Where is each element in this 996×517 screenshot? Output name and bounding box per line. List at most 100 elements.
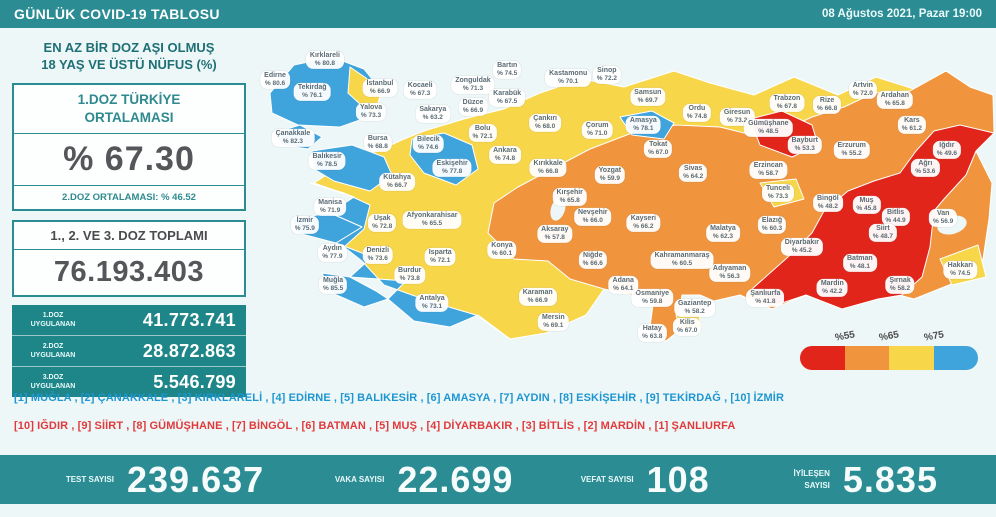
- province-label: Uşak% 72.8: [368, 213, 397, 233]
- dose3-row-value: 5.546.799: [153, 371, 236, 392]
- province-label: Samsun% 69.7: [630, 87, 666, 106]
- province-label: Çorum% 71.0: [581, 121, 613, 140]
- province-label: Nevşehir% 66.0: [573, 207, 612, 226]
- province-label: Karabük% 67.5: [489, 88, 526, 108]
- legend-threshold-labels: %55 %65 %75: [800, 329, 978, 346]
- province-label: Ordu% 74.8: [682, 103, 712, 123]
- dose2-row-label: 2.DOZ UYGULANAN: [30, 343, 76, 360]
- total-doses-box: 1., 2. VE 3. DOZ TOPLAMI 76.193.403: [12, 220, 246, 298]
- stat-iyilesen: İYİLEŞEN SAYISI 5.835: [774, 459, 938, 501]
- province-label: Muğla% 85.5: [318, 275, 348, 295]
- stat-vefat-label: VEFAT SAYISI: [580, 474, 634, 484]
- province-label: Bursa% 68.8: [363, 133, 392, 153]
- legend-segment-yellow: [889, 346, 934, 370]
- stat-vefat: VEFAT SAYISI 108: [578, 459, 710, 501]
- province-label: Yalova% 73.3: [355, 102, 387, 121]
- province-label: Ardahan% 65.8: [876, 91, 914, 110]
- province-label: Edirne% 80.6: [260, 71, 290, 90]
- legend-threshold: %65: [878, 329, 900, 344]
- province-label: Rize% 66.8: [812, 96, 842, 115]
- province-label: Kilis% 67.0: [673, 318, 702, 337]
- dose1-title: 1.DOZ TÜRKİYE ORTALAMASI: [77, 91, 181, 125]
- stat-test-value: 239.637: [127, 458, 265, 500]
- legend-threshold: %75: [922, 329, 945, 344]
- footer-stats: TEST SAYISI 239.637 VAKA SAYISI 22.699 V…: [0, 455, 996, 504]
- dose2-average-note: 2.DOZ ORTALAMASI: % 46.52: [62, 192, 196, 204]
- dose-row-3: 3.DOZ UYGULANAN 5.546.799: [12, 367, 246, 397]
- province-label: Aydın% 77.9: [318, 243, 347, 262]
- dose1-box: 1.DOZ TÜRKİYE ORTALAMASI % 67.30 2.DOZ O…: [12, 82, 246, 212]
- province-label: Diyarbakır% 45.2: [780, 237, 823, 256]
- province-label: Konya% 60.1: [487, 240, 517, 260]
- province-label: İstanbul% 66.9: [362, 78, 398, 98]
- province-label: Sakarya% 63.2: [415, 104, 451, 124]
- dose-row-2: 2.DOZ UYGULANAN 28.872.863: [12, 336, 246, 368]
- province-label: Zonguldak% 71.3: [451, 76, 495, 95]
- stat-vaka-value: 22.699: [397, 458, 514, 500]
- total-title: 1., 2. VE 3. DOZ TOPLAMI: [14, 222, 244, 251]
- legend-segment-blue: [933, 346, 978, 370]
- dose-row-1: 1.DOZ UYGULANAN 41.773.741: [12, 305, 246, 337]
- province-label: Sivas% 64.2: [679, 163, 708, 183]
- legend-threshold: %55: [833, 329, 856, 344]
- province-label: Sinop% 72.2: [592, 66, 621, 85]
- province-label: Kırşehir% 65.8: [552, 187, 587, 206]
- province-label: Balıkesir% 78.5: [308, 152, 346, 171]
- dose2-row-value: 28.872.863: [142, 340, 236, 361]
- province-label: Bitlis% 44.9: [881, 207, 910, 226]
- province-label: Bingöl% 48.2: [812, 193, 843, 213]
- province-label: Isparta% 72.1: [424, 247, 456, 266]
- province-label: Malatya% 62.3: [706, 223, 740, 242]
- province-label: Adana% 64.1: [608, 275, 638, 295]
- header: GÜNLÜK COVID-19 TABLOSU 08 Ağustos 2021,…: [0, 0, 996, 28]
- turkey-choropleth-map: Edirne% 80.6 Kırklareli% 80.8 Tekirdağ% 76…: [252, 33, 996, 390]
- total-value: 76.193.403: [53, 256, 205, 289]
- province-label: Manisa% 71.9: [314, 197, 346, 216]
- province-label: Kahramanmaraş% 60.5: [650, 250, 714, 270]
- map-legend: %55 %65 %75: [800, 329, 978, 370]
- dose1-value: % 67.30: [14, 133, 244, 187]
- dose-breakdown: 1.DOZ UYGULANAN 41.773.741 2.DOZ UYGULAN…: [12, 305, 246, 398]
- stat-test-label: TEST SAYISI: [65, 474, 114, 484]
- province-label: Gaziantep% 58.2: [673, 298, 716, 317]
- province-label: Bartın% 74.5: [493, 61, 522, 80]
- province-label: Karaman% 66.9: [518, 287, 557, 306]
- panel-heading: EN AZ BİR DOZ AŞI OLMUŞ 18 YAŞ VE ÜSTÜ N…: [12, 40, 246, 74]
- province-label: Bolu% 72.1: [468, 123, 497, 143]
- turkey-map-shapes: [269, 56, 995, 342]
- legend-segment-orange: [844, 346, 889, 370]
- province-label: Trabzon% 67.8: [769, 93, 805, 113]
- province-label: Batman% 48.1: [843, 253, 877, 272]
- province-label: Giresun% 73.2: [719, 107, 755, 126]
- province-label: Bilecik% 74.6: [413, 134, 444, 154]
- province-label: Artvin% 72.0: [848, 81, 877, 100]
- province-label: Kırklareli% 80.8: [305, 51, 344, 70]
- province-label: İzmir% 75.9: [290, 215, 319, 235]
- stat-vaka: VAKA SAYISI 22.699: [328, 459, 513, 501]
- panel-heading-line2: 18 YAŞ VE ÜSTÜ NÜFUS (%): [41, 56, 217, 72]
- bottom-provinces-line: [10] IĞDIR , [9] SİİRT , [8] GÜMÜŞHANE ,…: [14, 420, 736, 432]
- province-label: Çanakkale% 82.3: [271, 128, 315, 148]
- page-title: GÜNLÜK COVID-19 TABLOSU: [14, 6, 220, 22]
- province-label: Bayburt% 53.3: [787, 136, 823, 155]
- province-label: Gümüşhane% 48.5: [744, 118, 793, 138]
- province-label: Tunceli% 73.3: [762, 183, 794, 203]
- province-label: Kütahya% 66.7: [379, 172, 415, 191]
- left-panel: EN AZ BİR DOZ AŞI OLMUŞ 18 YAŞ VE ÜSTÜ N…: [12, 40, 246, 398]
- province-label: Çankırı% 68.0: [529, 113, 561, 133]
- province-label: Iğdır% 49.6: [932, 141, 962, 160]
- province-label: Elazığ% 60.3: [757, 215, 787, 235]
- legend-color-bar: [800, 346, 978, 370]
- province-label: Kars% 61.2: [897, 116, 927, 135]
- header-date: 08 Ağustos 2021, Pazar 19:00: [821, 8, 982, 20]
- stat-iyilesen-label: İYİLEŞEN SAYISI: [793, 469, 830, 490]
- province-label: Ankara% 74.8: [489, 146, 521, 165]
- province-label: Denizli% 73.6: [362, 245, 394, 265]
- dose1-row-value: 41.773.741: [142, 309, 236, 330]
- dose1-row-label: 1.DOZ UYGULANAN: [30, 312, 76, 329]
- panel-heading-line1: EN AZ BİR DOZ AŞI OLMUŞ: [43, 40, 215, 55]
- province-label: Tokat% 67.0: [644, 139, 673, 159]
- province-label: Yozgat% 59.9: [594, 165, 626, 185]
- province-label: Düzce% 66.9: [458, 97, 488, 116]
